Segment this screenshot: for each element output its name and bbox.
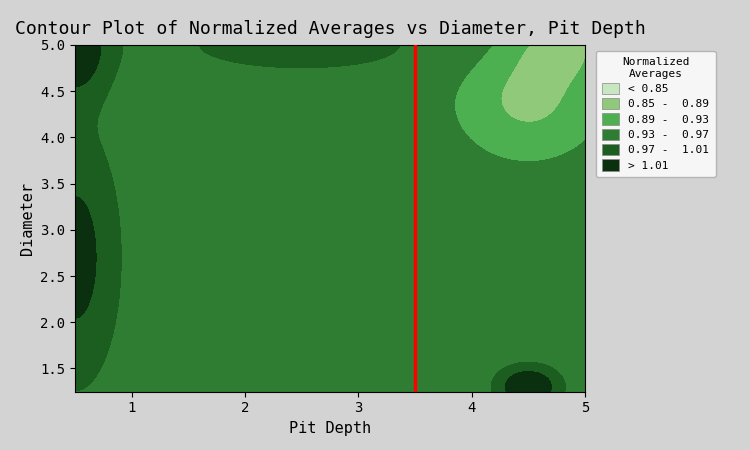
Y-axis label: Diameter: Diameter [20, 182, 34, 255]
Legend: < 0.85, 0.85 -  0.89, 0.89 -  0.93, 0.93 -  0.97, 0.97 -  1.01, > 1.01: < 0.85, 0.85 - 0.89, 0.89 - 0.93, 0.93 -… [596, 50, 716, 177]
Title: Contour Plot of Normalized Averages vs Diameter, Pit Depth: Contour Plot of Normalized Averages vs D… [15, 20, 645, 38]
X-axis label: Pit Depth: Pit Depth [289, 421, 371, 436]
